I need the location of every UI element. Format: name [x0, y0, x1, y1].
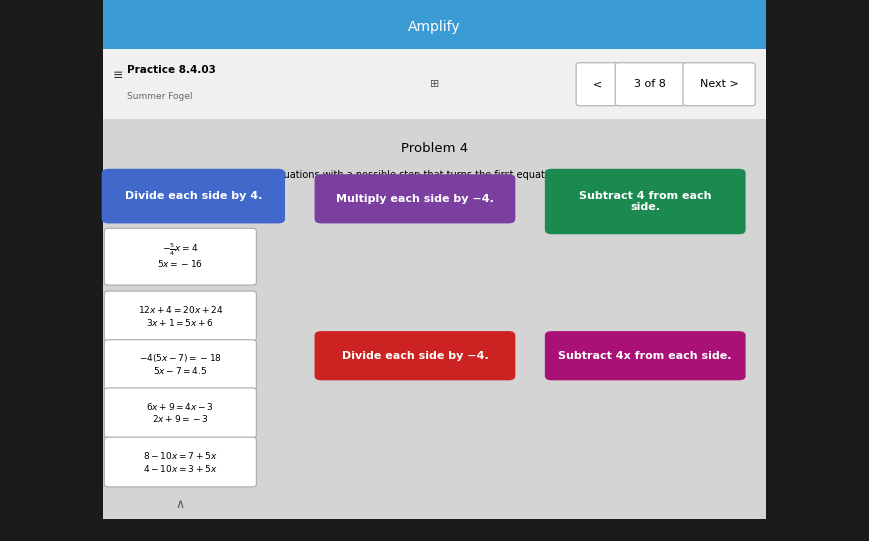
Text: Subtract 4x from each side.: Subtract 4x from each side.	[559, 351, 732, 361]
Text: Multiply each side by −4.: Multiply each side by −4.	[336, 194, 494, 204]
Text: Divide each side by 4.: Divide each side by 4.	[124, 191, 262, 201]
Text: $4 - 10x = 3 + 5x$: $4 - 10x = 3 + 5x$	[143, 463, 217, 474]
Text: Subtract 4 from each
side.: Subtract 4 from each side.	[579, 191, 712, 212]
Text: $12x + 4 = 20x + 24$: $12x + 4 = 20x + 24$	[137, 304, 223, 315]
Text: ∧: ∧	[176, 498, 184, 511]
Text: 3 of 8: 3 of 8	[634, 79, 666, 89]
Text: ≡: ≡	[113, 69, 123, 82]
Text: $8 - 10x = 7 + 5x$: $8 - 10x = 7 + 5x$	[143, 450, 217, 461]
Text: Amplify: Amplify	[408, 20, 461, 34]
Text: $5x = -16$: $5x = -16$	[157, 259, 203, 269]
Text: Practice 8.4.03: Practice 8.4.03	[127, 65, 216, 75]
Text: ⊞: ⊞	[430, 79, 439, 89]
Text: $6x + 9 = 4x - 3$: $6x + 9 = 4x - 3$	[146, 401, 215, 412]
Text: Match each set of equations with a possible step that turns the first equation i: Match each set of equations with a possi…	[181, 170, 688, 180]
Text: Summer Fogel: Summer Fogel	[127, 92, 192, 101]
Text: Problem 4: Problem 4	[401, 142, 468, 155]
Text: Next >: Next >	[700, 79, 739, 89]
Text: $-\frac{5}{4}x = 4$: $-\frac{5}{4}x = 4$	[163, 241, 198, 258]
Text: $-4(5x-7) = -18$: $-4(5x-7) = -18$	[139, 352, 222, 365]
Text: $3x + 1 = 5x + 6$: $3x + 1 = 5x + 6$	[146, 316, 215, 328]
Text: Divide each side by −4.: Divide each side by −4.	[342, 351, 488, 361]
Text: $2x + 9 = -3$: $2x + 9 = -3$	[152, 413, 209, 425]
Text: $5x - 7 = 4.5$: $5x - 7 = 4.5$	[153, 365, 208, 377]
Text: <: <	[593, 79, 601, 89]
